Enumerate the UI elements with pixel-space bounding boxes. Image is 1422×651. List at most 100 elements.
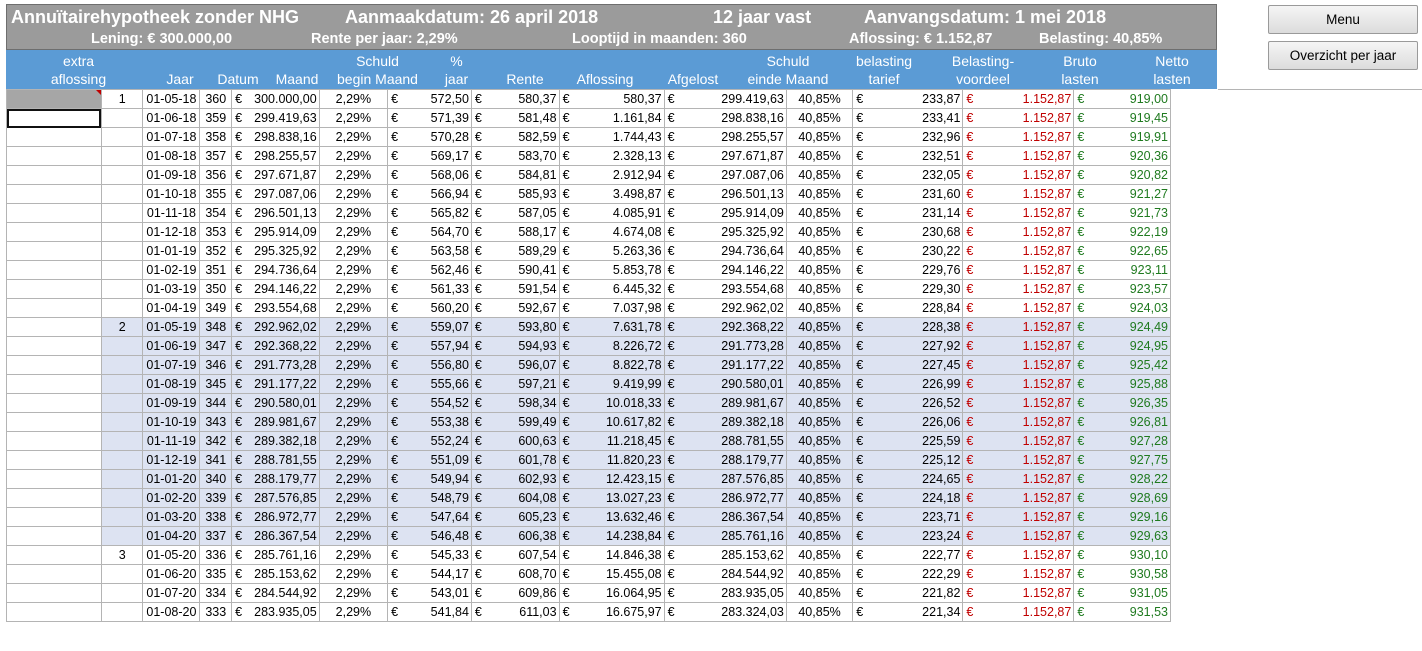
schuld-begin-cell: 286.972,77: [252, 507, 320, 527]
tarief-cell: 40,85%: [785, 431, 854, 451]
jaar-cell: [100, 279, 144, 299]
currency-symbol: €: [387, 279, 429, 299]
currency-symbol: €: [852, 298, 921, 318]
currency-symbol: €: [470, 184, 517, 204]
extra-aflossing-cell[interactable]: [6, 336, 102, 356]
extra-aflossing-cell[interactable]: [6, 526, 102, 546]
extra-aflossing-cell[interactable]: [6, 545, 102, 565]
maand-cell: 348: [199, 317, 233, 337]
maand-cell: 338: [199, 507, 233, 527]
currency-symbol: €: [663, 184, 720, 204]
currency-symbol: €: [1073, 184, 1128, 204]
extra-aflossing-cell[interactable]: [6, 431, 102, 451]
aflossing-cell: 601,78: [516, 450, 560, 470]
currency-symbol: €: [558, 317, 604, 337]
jaar-cell: [100, 469, 144, 489]
extra-aflossing-cell[interactable]: [6, 260, 102, 280]
extra-aflossing-cell[interactable]: [6, 583, 102, 603]
yearly-overview-button[interactable]: Overzicht per jaar: [1268, 41, 1418, 70]
datum-cell: 01-05-20: [142, 545, 201, 565]
extra-aflossing-cell[interactable]: [6, 165, 102, 185]
extra-aflossing-cell[interactable]: [6, 279, 102, 299]
currency-symbol: €: [470, 146, 517, 166]
currency-symbol: €: [1073, 222, 1128, 242]
jaar-cell: [100, 241, 144, 261]
extra-aflossing-cell[interactable]: [6, 203, 102, 223]
aflossing-cell: 598,34: [516, 393, 560, 413]
currency-symbol: €: [470, 127, 517, 147]
voordeel-cell: 223,24: [920, 526, 964, 546]
currency-symbol: €: [387, 545, 429, 565]
aflossing-cell: 585,93: [516, 184, 560, 204]
menu-button[interactable]: Menu: [1268, 5, 1418, 34]
extra-aflossing-cell[interactable]: [6, 507, 102, 527]
table-row: 01-08-18 357 €298.255,57 2,29% €569,17 €583,7…: [6, 146, 1218, 166]
datum-cell: 01-08-20: [142, 602, 201, 622]
currency-symbol: €: [1073, 374, 1128, 394]
currency-symbol: €: [1073, 89, 1128, 109]
extra-aflossing-cell[interactable]: [6, 108, 102, 128]
extra-aflossing-cell[interactable]: [6, 469, 102, 489]
aflossing-cell: 606,38: [516, 526, 560, 546]
aflossing-cell: 607,54: [516, 545, 560, 565]
currency-symbol: €: [387, 146, 429, 166]
maand-cell: 358: [199, 127, 233, 147]
currency-symbol: €: [558, 241, 604, 261]
currency-symbol: €: [231, 260, 253, 280]
extra-aflossing-cell[interactable]: [6, 602, 102, 622]
extra-aflossing-cell[interactable]: [6, 393, 102, 413]
col-header-datum: Datum: [217, 71, 259, 87]
extra-aflossing-cell[interactable]: [6, 222, 102, 242]
extra-aflossing-cell[interactable]: [6, 317, 102, 337]
schuld-einde-cell: 293.554,68: [719, 279, 787, 299]
netto-cell: 920,36: [1127, 146, 1171, 166]
extra-aflossing-cell[interactable]: [6, 89, 102, 109]
extra-aflossing-cell[interactable]: [6, 564, 102, 584]
currency-symbol: €: [558, 108, 604, 128]
col-header-rente: Rente: [506, 71, 544, 87]
currency-symbol: €: [558, 564, 604, 584]
maand-cell: 355: [199, 184, 233, 204]
table-row: 01-04-19 349 €293.554,68 2,29% €560,20 €592,6…: [6, 298, 1218, 318]
summary-banner: Annuïtairehypotheek zonder NHG Aanmaakda…: [6, 4, 1217, 50]
datum-cell: 01-03-20: [142, 507, 201, 527]
afgelost-cell: 6.445,32: [603, 279, 665, 299]
extra-aflossing-cell[interactable]: [6, 127, 102, 147]
schuld-einde-cell: 294.736,64: [719, 241, 787, 261]
schuld-begin-cell: 294.736,64: [252, 260, 320, 280]
extra-aflossing-cell[interactable]: [6, 146, 102, 166]
table-row: 01-07-19 346 €291.773,28 2,29% €556,80 €596,0…: [6, 355, 1218, 375]
currency-symbol: €: [962, 488, 1021, 508]
currency-symbol: €: [962, 374, 1021, 394]
currency-symbol: €: [1073, 450, 1128, 470]
aflossing-cell: 580,37: [516, 89, 560, 109]
extra-aflossing-cell[interactable]: [6, 184, 102, 204]
currency-symbol: €: [962, 108, 1021, 128]
extra-aflossing-cell[interactable]: [6, 374, 102, 394]
extra-aflossing-cell[interactable]: [6, 298, 102, 318]
afgelost-cell: 4.674,08: [603, 222, 665, 242]
tarief-cell: 40,85%: [785, 488, 854, 508]
extra-aflossing-cell[interactable]: [6, 488, 102, 508]
voordeel-cell: 231,60: [920, 184, 964, 204]
currency-symbol: €: [558, 602, 604, 622]
currency-symbol: €: [387, 374, 429, 394]
currency-symbol: €: [231, 146, 253, 166]
jaar-cell: [100, 222, 144, 242]
voordeel-cell: 225,12: [920, 450, 964, 470]
tax-rate: Belasting: 40,85%: [1039, 31, 1163, 47]
voordeel-cell: 232,51: [920, 146, 964, 166]
extra-aflossing-cell[interactable]: [6, 412, 102, 432]
currency-symbol: €: [558, 127, 604, 147]
table-row: 01-03-20 338 €286.972,77 2,29% €547,64 €605,2…: [6, 507, 1218, 527]
extra-aflossing-cell[interactable]: [6, 355, 102, 375]
table-row: 01-12-19 341 €288.781,55 2,29% €551,09 €601,7…: [6, 450, 1218, 470]
currency-symbol: €: [387, 336, 429, 356]
voordeel-cell: 231,14: [920, 203, 964, 223]
jaar-cell: [100, 374, 144, 394]
currency-symbol: €: [231, 241, 253, 261]
extra-aflossing-cell[interactable]: [6, 450, 102, 470]
afgelost-cell: 16.064,95: [603, 583, 665, 603]
amortization-grid: 1 01-05-18 360 €300.000,00 2,29% €572,50 €580,…: [6, 89, 1218, 622]
extra-aflossing-cell[interactable]: [6, 241, 102, 261]
